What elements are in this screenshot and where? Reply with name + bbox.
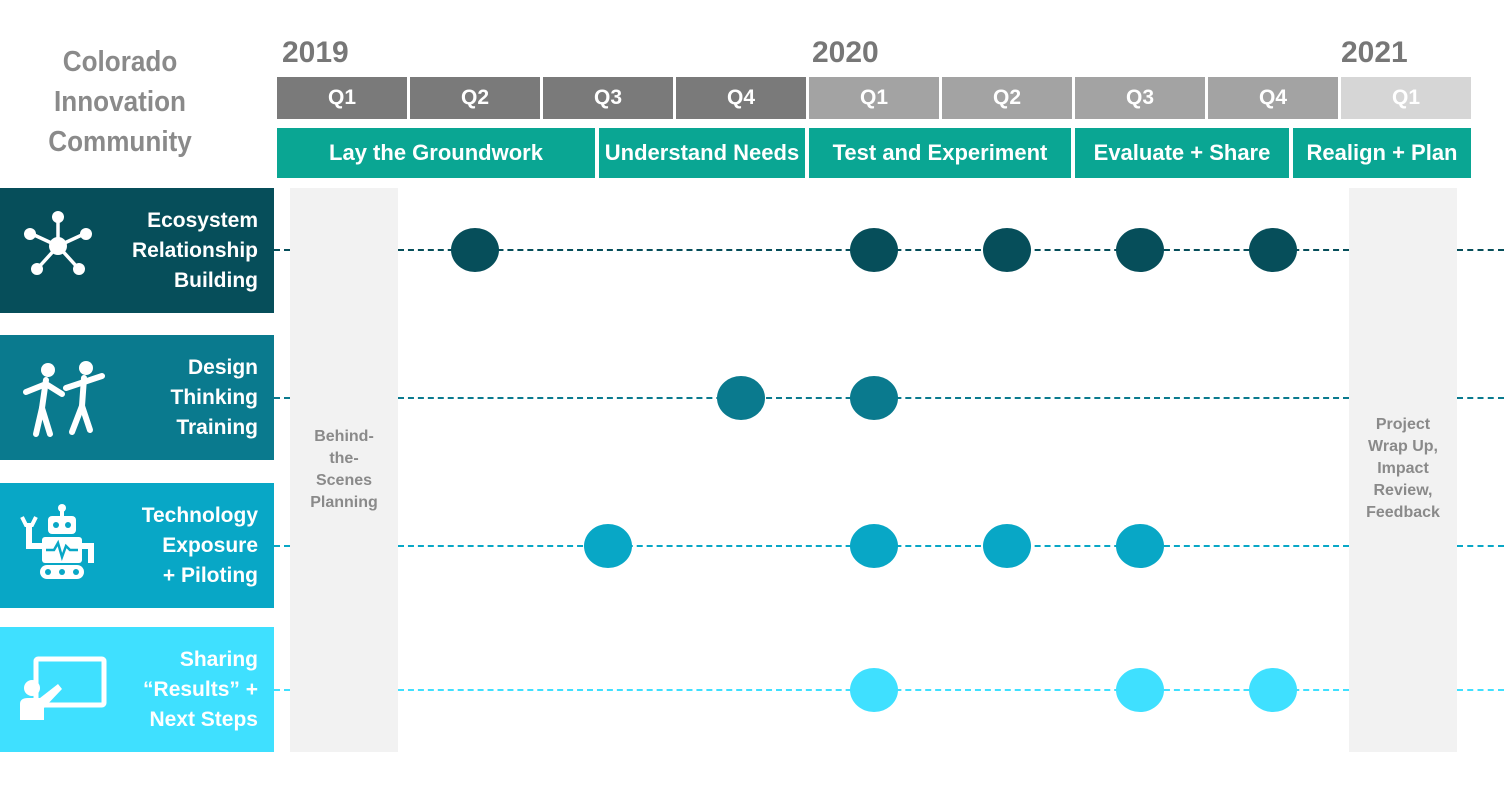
quarter-cell: Q4 (676, 77, 806, 119)
dancing-people-icon (23, 361, 105, 437)
quarter-cell: Q4 (1208, 77, 1338, 119)
robot-icon (20, 504, 94, 579)
year-2020: 2020 (812, 36, 879, 69)
timeline-dashed-line (1457, 249, 1504, 251)
phase-realign-plan: Realign + Plan (1293, 128, 1471, 178)
milestone-dot (1249, 228, 1297, 272)
milestone-dot (983, 524, 1031, 568)
phase-evaluate-share: Evaluate + Share (1075, 128, 1289, 178)
row-label-technology: Technology Exposure + Piloting (141, 504, 258, 587)
row-label-sharing: Sharing “Results” + Next Steps (143, 648, 258, 731)
phase-test-and-experiment: Test and Experiment (809, 128, 1071, 178)
phase-lay-the-groundwork: Lay the Groundwork (277, 128, 595, 178)
milestone-dot (1116, 668, 1164, 712)
milestone-dot (850, 524, 898, 568)
quarter-cell: Q1 (1341, 77, 1471, 119)
timeline-dashed-line (274, 545, 290, 547)
phase-understand-needs: Understand Needs (599, 128, 805, 178)
milestone-dot (850, 668, 898, 712)
timeline-dashed-line (274, 249, 290, 251)
planning-column (290, 188, 398, 752)
row-band-sharing (0, 627, 274, 752)
wrap-up-column-label: Project Wrap Up, Impact Review, Feedback (1366, 416, 1440, 521)
row-band-ecosystem (0, 188, 274, 313)
row-label-design-thinking: Design Thinking Training (170, 356, 259, 439)
page-title: Colorado Innovation Community (48, 46, 192, 158)
network-icon (24, 211, 92, 275)
milestone-dot (1116, 524, 1164, 568)
timeline-dashed-line (1457, 397, 1504, 399)
milestone-dot (983, 228, 1031, 272)
milestone-dot (1249, 668, 1297, 712)
milestone-dot (717, 376, 765, 420)
milestone-dot (850, 376, 898, 420)
quarter-cell: Q3 (543, 77, 673, 119)
year-2021: 2021 (1341, 36, 1408, 69)
row-label-ecosystem: Ecosystem Relationship Building (131, 209, 258, 292)
timeline-dashed-line (1457, 545, 1504, 547)
year-2019: 2019 (282, 36, 349, 69)
quarter-cell: Q2 (942, 77, 1072, 119)
milestone-dot (850, 228, 898, 272)
timeline-dashed-line (1457, 689, 1504, 691)
milestone-dot (1116, 228, 1164, 272)
milestone-dot (584, 524, 632, 568)
quarter-cell: Q1 (809, 77, 939, 119)
quarter-cell: Q3 (1075, 77, 1205, 119)
planning-column-label: Behind- the- Scenes Planning (310, 428, 378, 511)
quarter-cell: Q1 (277, 77, 407, 119)
quarter-cell: Q2 (410, 77, 540, 119)
timeline-dashed-line (274, 689, 290, 691)
milestone-dot (451, 228, 499, 272)
wrap-up-column (1349, 188, 1457, 752)
presentation-icon (20, 656, 107, 720)
timeline-dashed-line (274, 397, 290, 399)
